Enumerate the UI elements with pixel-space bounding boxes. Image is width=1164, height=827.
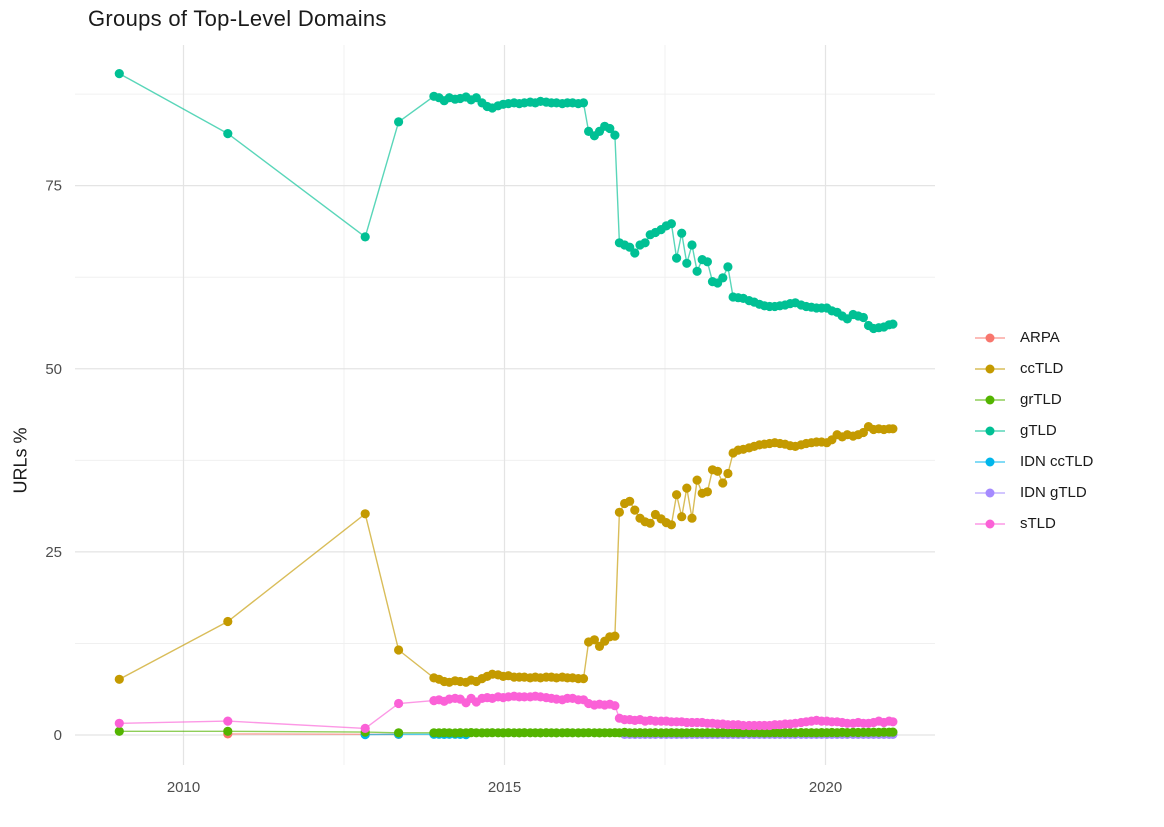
data-point: [692, 266, 702, 276]
legend-label: grTLD: [1020, 391, 1062, 408]
legend-key-icon: [975, 364, 1005, 373]
data-point: [888, 424, 898, 434]
data-point: [666, 520, 677, 530]
data-point: [723, 262, 733, 272]
data-point: [589, 635, 600, 645]
data-point: [645, 518, 655, 528]
data-point: [223, 129, 233, 139]
data-point: [394, 117, 404, 127]
series-line: [118, 72, 894, 330]
legend-item-ccTLD: ccTLD: [975, 353, 1093, 384]
y-tick-label: 25: [45, 544, 62, 561]
legend-label: ARPA: [1020, 329, 1060, 346]
data-point: [223, 726, 233, 736]
data-point: [640, 238, 650, 248]
legend-key-icon: [975, 333, 1005, 342]
data-point: [677, 228, 687, 238]
data-point: [114, 726, 124, 736]
data-point: [718, 478, 728, 488]
legend: ARPA ccTLD grTLD gTLD IDN ccTLD IDN gTLD sTLD: [975, 322, 1093, 539]
data-point: [672, 490, 682, 500]
legend-item-sTLD: sTLD: [975, 508, 1093, 539]
series-sTLD: [114, 691, 898, 734]
data-point: [394, 698, 404, 709]
data-point: [687, 513, 697, 523]
legend-label: gTLD: [1020, 422, 1057, 439]
data-point: [360, 232, 370, 242]
legend-item-ARPA: ARPA: [975, 322, 1093, 353]
data-point: [666, 219, 677, 229]
data-point: [682, 483, 692, 493]
data-point: [360, 509, 370, 519]
data-point: [630, 248, 640, 258]
data-point: [692, 475, 702, 485]
x-tick-label: 2010: [167, 779, 200, 796]
legend-item-IDN-gTLD: IDN gTLD: [975, 477, 1093, 508]
x-tick-label: 2020: [809, 779, 842, 796]
legend-label: IDN gTLD: [1020, 484, 1087, 501]
data-point: [672, 253, 682, 263]
data-point: [677, 512, 687, 522]
series-grTLD: [114, 726, 898, 738]
legend-item-IDN-ccTLD: IDN ccTLD: [975, 446, 1093, 477]
data-point: [610, 130, 620, 140]
legend-key-icon: [975, 457, 1005, 466]
data-point: [713, 466, 723, 476]
data-point: [682, 258, 692, 268]
data-point: [114, 674, 124, 684]
data-point: [858, 312, 869, 323]
data-point: [888, 727, 898, 737]
series-gTLD: [114, 69, 898, 334]
data-point: [702, 487, 713, 497]
data-point: [360, 723, 370, 734]
data-point: [223, 616, 233, 627]
data-point: [114, 69, 124, 79]
data-point: [614, 507, 625, 517]
series-line: [118, 425, 893, 684]
y-tick-label: 0: [54, 727, 62, 744]
legend-label: IDN ccTLD: [1020, 453, 1094, 470]
data-point: [578, 98, 589, 108]
data-point: [723, 468, 733, 479]
data-point: [114, 718, 124, 728]
data-point: [223, 716, 233, 726]
data-point: [718, 273, 728, 283]
data-point: [578, 674, 589, 684]
data-point: [605, 123, 615, 134]
legend-key-icon: [975, 395, 1005, 404]
data-point: [610, 631, 620, 641]
legend-key-icon: [975, 488, 1005, 497]
legend-key-icon: [975, 426, 1005, 435]
data-point: [610, 701, 620, 711]
data-point: [702, 257, 713, 267]
data-point: [630, 505, 640, 515]
legend-label: sTLD: [1020, 515, 1056, 532]
legend-item-grTLD: grTLD: [975, 384, 1093, 415]
legend-key-icon: [975, 519, 1005, 528]
series-ccTLD: [114, 422, 898, 687]
data-point: [394, 645, 404, 655]
x-tick-label: 2015: [488, 779, 521, 796]
data-point: [687, 240, 697, 250]
data-point: [888, 717, 898, 727]
y-tick-label: 75: [45, 178, 62, 195]
data-point: [888, 319, 898, 329]
legend-item-gTLD: gTLD: [975, 415, 1093, 446]
data-point: [625, 496, 635, 506]
chart-title: Groups of Top-Level Domains: [88, 6, 387, 31]
y-tick-label: 50: [45, 361, 62, 378]
data-point: [394, 728, 404, 738]
legend-label: ccTLD: [1020, 360, 1064, 377]
